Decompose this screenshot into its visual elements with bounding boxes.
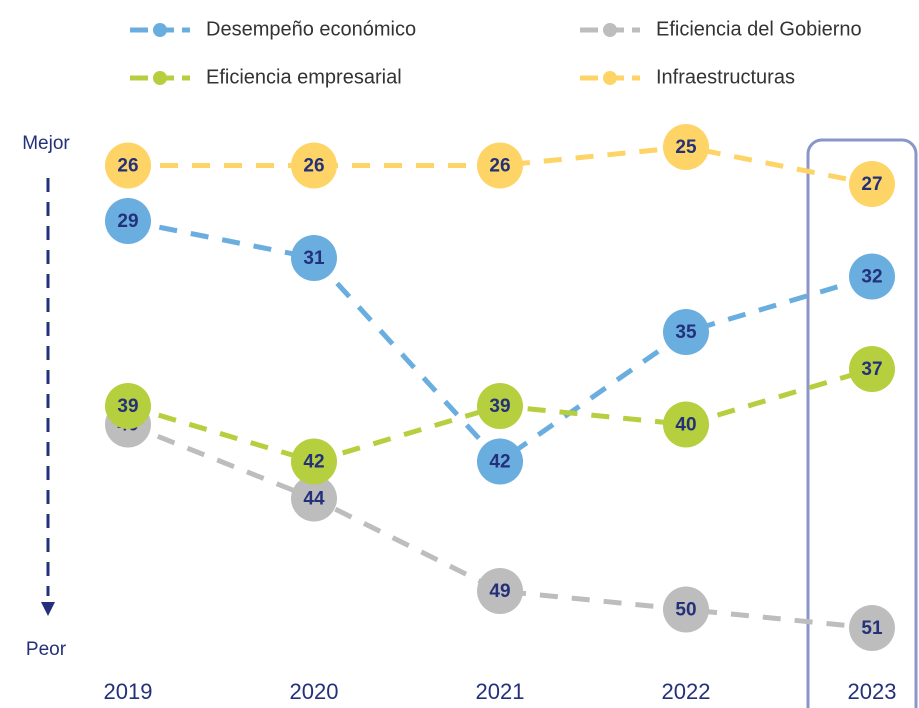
x-tick-label: 2019: [104, 679, 153, 704]
legend-dot: [603, 71, 617, 85]
point: [663, 401, 709, 448]
series-line: [127, 422, 873, 631]
data-label: 50: [675, 600, 696, 621]
legend-dot: [603, 23, 617, 37]
point: [663, 309, 709, 355]
point: [849, 346, 895, 392]
arrow-head: [41, 602, 55, 616]
point: [849, 605, 895, 651]
data-label: 51: [861, 618, 883, 639]
point: [105, 198, 151, 244]
point: [849, 253, 895, 300]
data-label: 31: [303, 248, 325, 269]
point: [477, 383, 523, 429]
x-tick-label: 2020: [290, 679, 339, 704]
data-label: 25: [675, 137, 697, 158]
legend-label: Infraestructuras: [656, 66, 795, 88]
legend-label: Eficiencia del Gobierno: [656, 18, 862, 40]
legend-label: Desempeño económico: [206, 18, 416, 40]
point: [477, 568, 523, 614]
point: [477, 142, 523, 189]
data-label: 26: [117, 156, 138, 177]
data-label: 42: [489, 452, 510, 473]
point: [291, 438, 337, 485]
data-label: 27: [861, 174, 882, 195]
point: [477, 438, 523, 485]
data-label: 32: [861, 267, 882, 288]
legend-dot: [153, 71, 167, 85]
data-label: 26: [489, 156, 510, 177]
point: [105, 383, 151, 429]
point: [663, 124, 709, 170]
point: [849, 161, 895, 207]
point: [291, 235, 337, 281]
data-label: 26: [303, 156, 324, 177]
data-label: 35: [675, 322, 697, 343]
data-label: 39: [117, 396, 138, 417]
point: [663, 586, 709, 633]
legend-dot: [153, 23, 167, 37]
data-label: 42: [303, 452, 324, 473]
x-tick-label: 2023: [848, 679, 897, 704]
data-label: 39: [489, 396, 510, 417]
x-tick-label: 2022: [662, 679, 711, 704]
point: [105, 142, 151, 189]
data-label: 29: [117, 211, 138, 232]
data-label: 40: [675, 415, 696, 436]
legend-label: Eficiencia empresarial: [206, 66, 402, 88]
x-tick-label: 2021: [476, 679, 525, 704]
highlight-box: [806, 138, 918, 708]
point: [291, 475, 337, 522]
data-label: 49: [489, 581, 510, 602]
y-bottom-label: Peor: [26, 639, 67, 660]
data-label: 37: [861, 359, 882, 380]
series-line: [128, 144, 873, 187]
data-label: 44: [303, 489, 325, 510]
point: [291, 142, 337, 189]
y-top-label: Mejor: [22, 133, 70, 154]
